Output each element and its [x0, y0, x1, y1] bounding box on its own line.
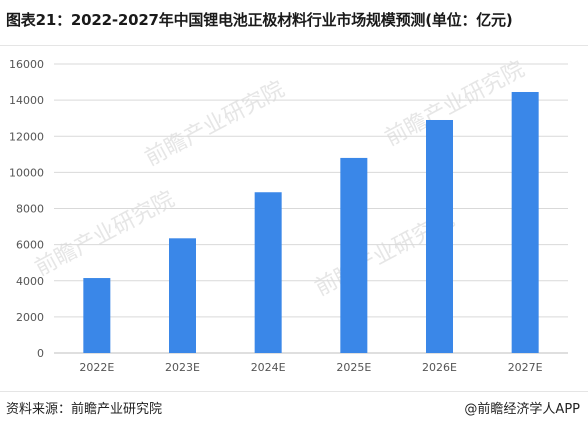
y-tick-label: 14000 — [9, 94, 44, 107]
y-tick-label: 6000 — [16, 239, 44, 252]
x-tick-label: 2024E — [251, 361, 286, 374]
watermark-text: 前瞻产业研究院 — [141, 77, 289, 171]
y-tick-label: 10000 — [9, 166, 44, 179]
x-tick-label: 2027E — [508, 361, 543, 374]
bars — [83, 91, 539, 354]
x-tick-label: 2025E — [336, 361, 371, 374]
bar-2024E — [254, 192, 282, 353]
x-tick-label: 2023E — [165, 361, 200, 374]
y-tick-label: 0 — [37, 347, 44, 360]
source-label: 资料来源：前瞻产业研究院 — [6, 402, 163, 417]
y-axis-ticks: 0 2000 4000 6000 8000 10000 12000 14000 16000 — [9, 58, 44, 360]
y-tick-label: 4000 — [16, 275, 44, 288]
bar-2027E — [511, 91, 539, 353]
bar-2022E — [83, 278, 111, 353]
y-tick-label: 2000 — [16, 311, 44, 324]
gridlines — [54, 63, 568, 354]
y-tick-label: 8000 — [16, 203, 44, 216]
x-tick-label: 2026E — [422, 361, 457, 374]
brand-label: @前瞻经济学人APP — [464, 402, 580, 417]
y-tick-label: 12000 — [9, 130, 44, 143]
chart-area: 前瞻产业研究院 前瞻产业研究院 前瞻产业研究院 前瞻产业研究院 0 2000 4000 60… — [0, 45, 588, 392]
bar-2023E — [169, 238, 196, 353]
y-tick-label: 16000 — [9, 58, 44, 71]
x-axis-ticks: 2022E 2023E 2024E 2025E 2026E 2027E — [79, 361, 542, 374]
watermark-text: 前瞻产业研究院 — [381, 57, 529, 151]
bar-2025E — [340, 157, 368, 353]
watermark-text: 前瞻产业研究院 — [31, 187, 179, 281]
bar-2026E — [426, 119, 453, 354]
chart-title: 图表21：2022-2027年中国锂电池正极材料行业市场规模预测(单位：亿元) — [6, 11, 513, 29]
x-tick-label: 2022E — [79, 361, 114, 374]
